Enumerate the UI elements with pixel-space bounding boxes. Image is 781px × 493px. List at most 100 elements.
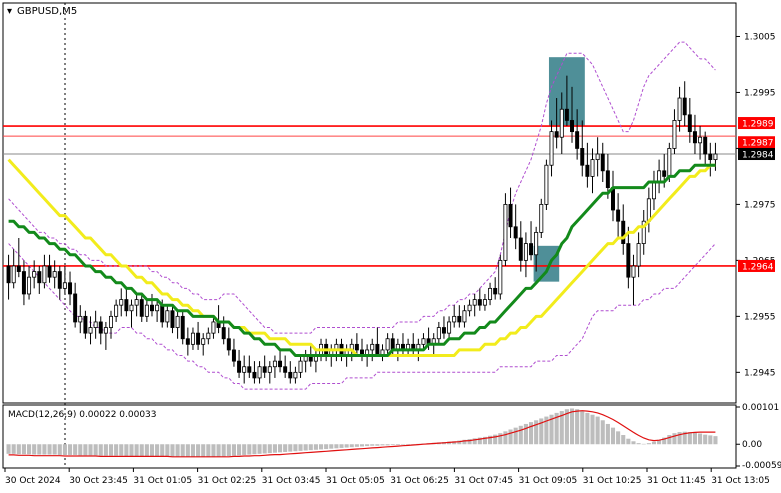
ma-green-line [8, 163, 716, 357]
candle-body [692, 131, 697, 144]
macd-y-axis: 0.00101 0.00 -0.00059 [736, 403, 781, 471]
candle [472, 293, 477, 317]
candle-body [47, 265, 52, 278]
candle [298, 355, 303, 378]
candle-body [42, 265, 47, 284]
candle [252, 361, 257, 384]
candle [267, 361, 272, 384]
macd-bar [708, 435, 713, 445]
candle-body [672, 120, 677, 149]
candle [88, 316, 93, 345]
macd-bar [590, 414, 595, 445]
price-tags: 1.2989 1.2987 1.2984 1.2964 [738, 117, 775, 272]
candle [503, 193, 508, 266]
candle [37, 265, 42, 294]
price-tag-label: 1.2984 [742, 151, 774, 161]
macd-bar [385, 444, 390, 446]
candle [626, 226, 631, 289]
candle-body [272, 360, 277, 368]
candle [534, 226, 539, 272]
macd-bar [257, 444, 262, 454]
candle-body [375, 343, 380, 356]
macd-bar [298, 444, 303, 451]
candle-body [134, 299, 139, 306]
macd-bar [359, 444, 365, 447]
candle [467, 299, 472, 317]
macd-bar [616, 431, 621, 445]
candle-body [93, 321, 98, 328]
candle [257, 361, 262, 384]
macd-label: MACD(12,26,9) 0.00022 0.00033 [8, 410, 157, 420]
macd-bar [124, 444, 129, 457]
candle-body [549, 131, 554, 166]
macd-bar [375, 444, 380, 446]
macd-bar [37, 444, 42, 455]
macd-bar [139, 444, 144, 457]
candle-body [109, 315, 113, 328]
candle [165, 305, 170, 328]
candle [462, 305, 467, 328]
macd-bar [400, 444, 406, 445]
macd-bar [221, 444, 226, 457]
macd-bar [698, 433, 703, 445]
candle [201, 333, 206, 356]
price-tag-box [738, 136, 775, 149]
candle-body [11, 265, 16, 284]
candle-body [447, 321, 452, 334]
candle-body [621, 220, 626, 244]
macd-bar [518, 425, 523, 445]
macd-bar [267, 444, 272, 454]
macd-bar [103, 444, 108, 456]
candle-body [129, 304, 134, 312]
candle [508, 187, 513, 238]
x-tick-label: 30 Oct 2024 [5, 476, 61, 486]
candle-body [242, 366, 247, 373]
candle-body [575, 131, 580, 149]
candle-body [16, 265, 21, 272]
macd-bar [272, 444, 277, 453]
macd-bar [365, 444, 370, 447]
macd-bar [231, 444, 236, 456]
candle-body [457, 315, 462, 323]
candle [134, 293, 139, 317]
candle [155, 299, 160, 322]
candle [237, 349, 242, 378]
y-tick-label: 1.2975 [744, 200, 776, 210]
candle-body [590, 159, 595, 177]
macd-tick-label: 0.00101 [742, 403, 779, 413]
macd-bar [242, 444, 247, 455]
candle-body [160, 304, 165, 323]
macd-bar [78, 444, 83, 456]
candle-body [52, 271, 57, 278]
candle-body [452, 315, 457, 323]
candle [370, 338, 375, 362]
macd-bar [395, 444, 400, 445]
macd-bar [190, 444, 196, 458]
macd-bar [67, 444, 73, 455]
candle-body [493, 287, 498, 295]
candle-body [472, 299, 477, 306]
macd-bar [349, 444, 354, 448]
candle-body [529, 243, 534, 256]
candle-body [682, 97, 687, 116]
candle-body [119, 299, 124, 306]
macd-bar [493, 434, 498, 445]
candle [385, 333, 390, 356]
candle [206, 327, 211, 345]
candle [580, 120, 585, 177]
macd-bar [6, 444, 11, 454]
candle-body [605, 170, 610, 189]
x-tick-label: 31 Oct 10:25 [583, 476, 642, 486]
candle-body [570, 120, 575, 133]
macd-bar [329, 444, 334, 449]
candle-body [698, 136, 703, 144]
candle-body [73, 293, 78, 323]
candle [631, 254, 636, 306]
macd-bar [482, 436, 487, 445]
candle [682, 81, 687, 127]
macd-bar [237, 444, 242, 456]
price-tag-box [738, 148, 775, 161]
macd-bar [16, 444, 21, 455]
candle [52, 260, 57, 289]
